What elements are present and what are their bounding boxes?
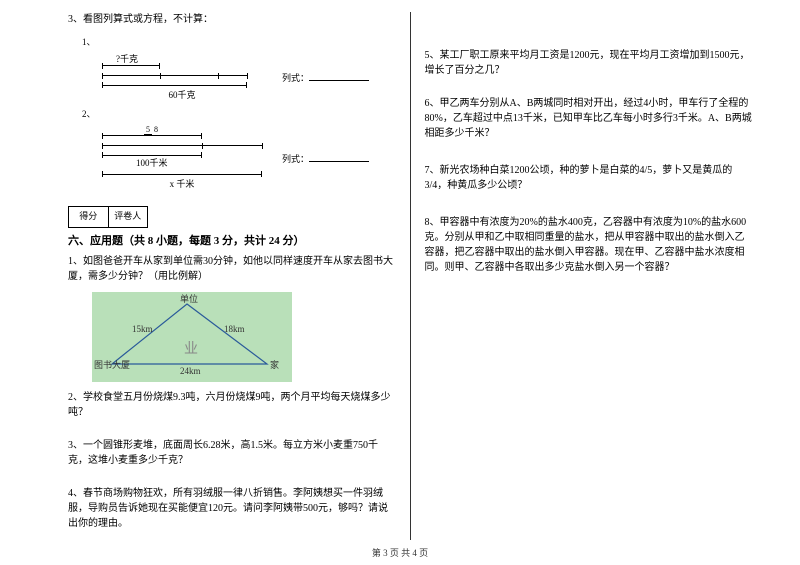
problem-5: 5、某工厂职工原来平均月工资是1200元，现在平均月工资增加到1500元，增长了…: [425, 48, 753, 78]
tri-a: 单位: [180, 292, 198, 305]
diagram-2: 58 100千米 x 千米: [102, 124, 272, 190]
d1-bottom-label: 60千克: [102, 88, 262, 101]
sub2: 2、 58 100千米 x 千米: [82, 107, 396, 196]
problem-6: 6、甲乙两车分别从A、B两城同时相对开出，经过4小时，甲车行了全程的80%，乙车…: [425, 96, 753, 141]
triangle-diagram: 单位 家 图书大厦 15km 18km 24km 业: [92, 292, 292, 382]
d2-bottom-label: x 千米: [102, 177, 262, 190]
problem-4: 4、春节商场购物狂欢，所有羽绒服一律八折销售。李阿姨想买一件羽绒服，导购员告诉她…: [68, 486, 396, 531]
tri-c: 图书大厦: [94, 358, 130, 371]
diagram-1: ?千克 60千克: [102, 52, 262, 101]
d2-formula: 列式：: [282, 152, 369, 165]
d1-formula-label: 列式：: [282, 73, 309, 83]
q3-title: 3、看图列算式或方程，不计算：: [68, 12, 396, 27]
sub1: 1、 ?千克 60千克 列式：: [82, 35, 396, 107]
score-l: 得分: [69, 207, 109, 227]
d2-fraction: 58: [144, 126, 160, 134]
problem-3: 3、一个圆锥形麦堆，底面周长6.28米，高1.5米。每立方米小麦重750千克，这…: [68, 438, 396, 468]
d2-blank[interactable]: [309, 152, 369, 162]
problem-1: 1、如图爸爸开车从家到单位需30分钟，如他以同样速度开车从家去图书大厦，需多少分…: [68, 254, 396, 284]
d2-formula-label: 列式：: [282, 154, 309, 164]
d1-top-label: ?千克: [116, 52, 262, 65]
d2-mid-label: 100千米: [136, 156, 272, 169]
problem-8: 8、甲容器中有浓度为20%的盐水400克，乙容器中有浓度为10%的盐水600克。…: [425, 215, 753, 275]
problem-7: 7、新光农场种白菜1200公顷，种的萝卜是白菜的4/5，萝卜又是黄瓜的3/4，种…: [425, 163, 753, 193]
d1-formula: 列式：: [282, 71, 369, 84]
tri-b: 家: [270, 358, 279, 371]
section-6-title: 六、应用题（共 8 小题，每题 3 分，共计 24 分）: [68, 232, 396, 248]
page-footer: 第 3 页 共 4 页: [0, 546, 800, 559]
score-box: 得分 评卷人: [68, 206, 148, 228]
score-r: 评卷人: [109, 207, 148, 227]
tri-wm: 业: [184, 338, 198, 358]
d1-blank[interactable]: [309, 71, 369, 81]
sub2-label: 2、: [82, 107, 396, 120]
tri-cb: 24km: [180, 366, 201, 376]
sub1-label: 1、: [82, 35, 396, 48]
tri-ca: 15km: [132, 324, 153, 334]
problem-2: 2、学校食堂五月份烧煤9.3吨，六月份烧煤9吨，两个月平均每天烧煤多少吨？: [68, 390, 396, 420]
tri-ab: 18km: [224, 324, 245, 334]
